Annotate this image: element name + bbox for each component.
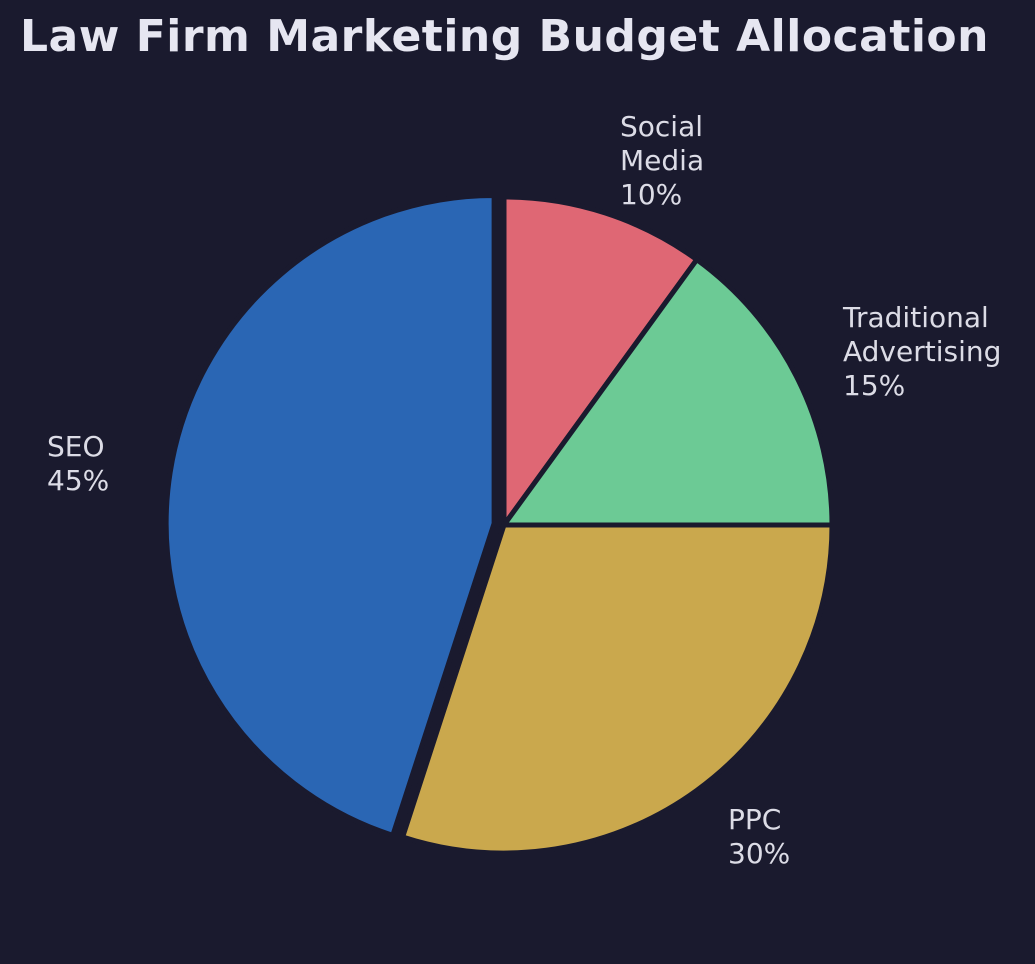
slice-label-traditional-advertising: Traditional Advertising 15%	[843, 301, 1002, 402]
chart-title: Law Firm Marketing Budget Allocation	[20, 11, 989, 62]
slice-label-ppc: PPC 30%	[728, 803, 791, 870]
pie-slice-traditional-advertising	[499, 256, 835, 528]
slice-label-seo: SEO 45%	[47, 430, 110, 497]
pie-slice-social-media	[501, 194, 701, 533]
pie-slice-ppc	[399, 522, 835, 856]
slice-label-social-media: Social Media 10%	[620, 110, 705, 211]
pie-slice-seo	[163, 192, 497, 839]
